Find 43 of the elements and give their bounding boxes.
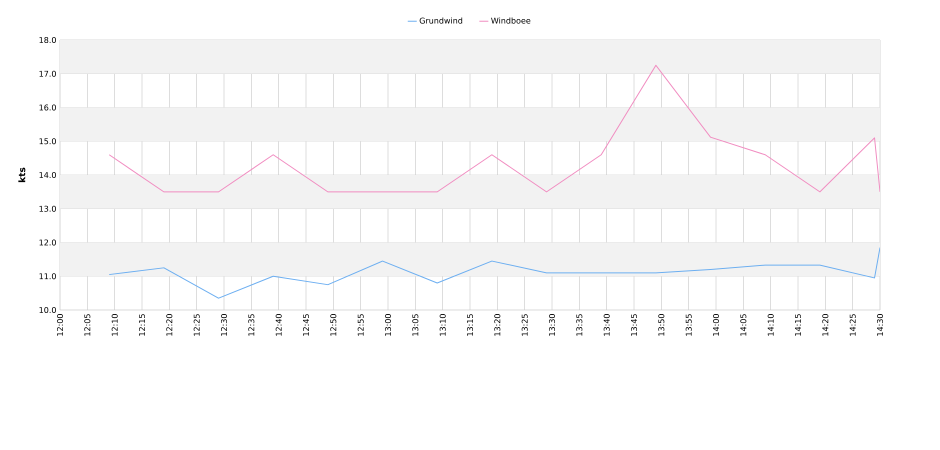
- x-tick-label: 12:45: [302, 314, 310, 336]
- legend-label: Windboee: [491, 17, 530, 24]
- x-tick-label: 12:30: [220, 314, 228, 336]
- y-tick-label: 12.0: [40, 239, 56, 246]
- x-tick-label: 14:05: [740, 314, 746, 336]
- x-tick-label: 13:10: [440, 314, 446, 336]
- x-tick-label: 13:20: [494, 314, 500, 336]
- x-tick-label: 14:30: [876, 314, 884, 336]
- y-axis-title: kts: [18, 168, 26, 182]
- x-tick-label: 12:25: [194, 314, 200, 336]
- x-tick-label: 12:20: [166, 314, 172, 336]
- y-tick-label: 10.0: [40, 306, 56, 314]
- y-tick-label: 13.0: [40, 206, 56, 212]
- x-tick-label: 13:25: [522, 314, 528, 336]
- x-tick-label: 12:00: [56, 314, 64, 336]
- y-tick-label: 17.0: [40, 70, 56, 77]
- x-tick-label: 13:55: [686, 314, 692, 336]
- x-tick-label: 14:20: [822, 314, 828, 336]
- x-tick-label: 12:50: [330, 314, 336, 336]
- x-tick-label: 13:00: [384, 314, 392, 336]
- x-tick-label: 14:10: [768, 314, 774, 336]
- x-tick-label: 12:15: [138, 314, 146, 336]
- x-tick-label: 12:05: [84, 314, 90, 336]
- y-tick-label: 16.0: [40, 104, 56, 111]
- x-tick-label: 13:05: [412, 314, 418, 336]
- legend-label: Grundwind: [420, 17, 462, 24]
- x-tick-label: 12:10: [112, 314, 118, 336]
- x-tick-label: 12:40: [276, 314, 282, 336]
- x-tick-label: 13:30: [548, 314, 556, 336]
- x-tick-label: 14:15: [795, 314, 801, 336]
- y-tick-label: 15.0: [40, 138, 56, 144]
- x-tick-label: 14:25: [850, 314, 856, 336]
- y-tick-label: 18.0: [40, 36, 56, 44]
- x-tick-label: 14:00: [712, 314, 720, 336]
- x-tick-label: 13:40: [604, 314, 610, 336]
- y-tick-label: 14.0: [40, 172, 56, 178]
- x-tick-label: 13:50: [658, 314, 664, 336]
- y-tick-label: 11.0: [40, 273, 56, 280]
- x-tick-label: 13:45: [630, 314, 638, 336]
- x-tick-label: 13:35: [576, 314, 582, 336]
- x-tick-label: 12:35: [248, 314, 254, 336]
- x-tick-label: 13:15: [466, 314, 474, 336]
- x-tick-label: 12:55: [358, 314, 364, 336]
